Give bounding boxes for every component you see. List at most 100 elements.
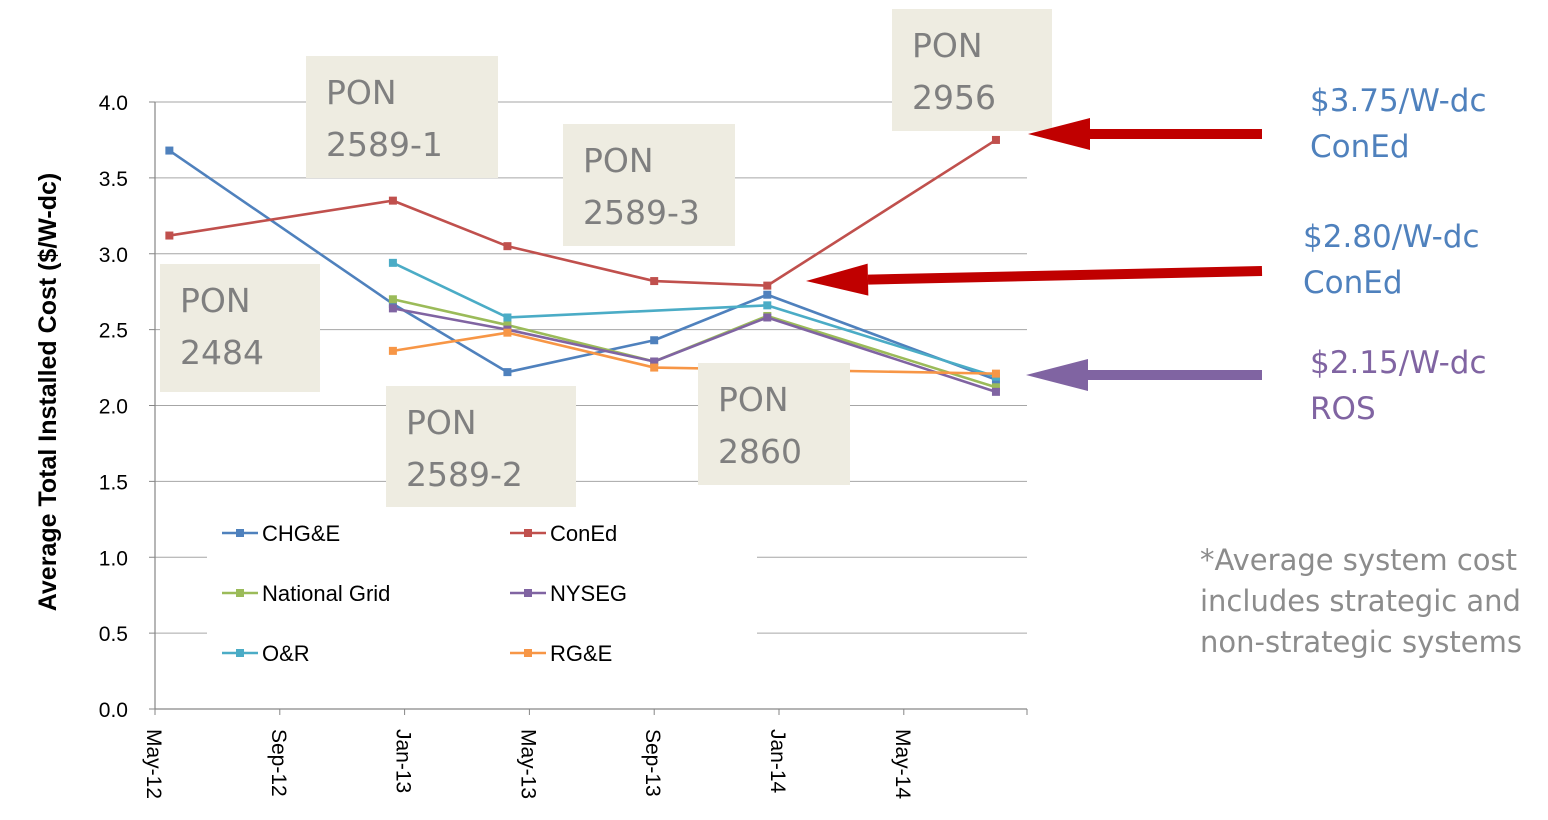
annotation-line-2589-3-1: PON xyxy=(583,141,654,180)
annotation-line-2589-3-2: 2589-3 xyxy=(583,193,700,232)
annotation-box-2860 xyxy=(698,363,850,485)
legend-label-NYSEG: NYSEG xyxy=(550,581,627,606)
point-RG&E-3 xyxy=(650,363,659,372)
annotation-2484: PON 2484 xyxy=(160,264,320,392)
y-tick-label-2.0: 2.0 xyxy=(99,396,128,419)
point-NYSEG-5 xyxy=(991,387,1000,396)
point-O&R-2 xyxy=(503,313,512,322)
legend-marker-RG&E xyxy=(524,649,532,657)
annotation-line-2589-2-1: PON xyxy=(406,403,477,442)
callout-arrows xyxy=(806,118,1263,391)
point-CHG&E-5 xyxy=(763,290,772,299)
legend: CHG&E ConEd National Grid NYSEG O&R RG&E xyxy=(207,507,757,687)
callout-2-price: $2.80/W-dc xyxy=(1303,219,1480,255)
series-line-O&R xyxy=(392,261,997,378)
annotation-box-2589-1 xyxy=(306,56,498,178)
arrow-head-1 xyxy=(1028,118,1090,150)
annotation-box-2589-2 xyxy=(386,386,576,508)
point-National Grid-2 xyxy=(503,321,512,330)
x-tick-labels: May-12 Sep-12 Jan-13 May-13 Sep-13 Jan-14 May-… xyxy=(142,729,914,799)
point-NYSEG-4 xyxy=(763,313,772,322)
point-ConEd-6 xyxy=(991,135,1000,144)
arrow-shaft-2 xyxy=(867,266,1263,285)
legend-background xyxy=(207,507,757,687)
callout-3-price: $2.15/W-dc xyxy=(1310,345,1487,381)
annotation-2860: PON 2860 xyxy=(698,363,850,485)
point-CHG&E-2 xyxy=(388,299,397,308)
annotation-line-2860-1: PON xyxy=(718,380,789,419)
point-ConEd-1 xyxy=(165,231,174,240)
y-tick-label-3.5: 3.5 xyxy=(99,168,128,191)
callout-3: $2.15/W-dc ROS xyxy=(1310,340,1487,432)
footnote-line-2: includes strategic and xyxy=(1200,584,1521,618)
legend-label-National Grid: National Grid xyxy=(262,581,390,606)
point-NYSEG-1 xyxy=(388,304,397,313)
callout-1: $3.75/W-dc ConEd xyxy=(1310,78,1487,170)
pon-annotations: PON 2484 PON 2589-1 PON 2589-2 PON 2589-3 PON 286… xyxy=(160,9,1052,508)
y-tick-label-1.5: 1.5 xyxy=(99,471,128,494)
y-tick-label-3.0: 3.0 xyxy=(99,244,128,267)
y-tick-label-2.5: 2.5 xyxy=(99,320,128,343)
point-ConEd-3 xyxy=(503,242,512,251)
x-tick-label-May-12: May-12 xyxy=(142,729,165,799)
y-tick-label-0.5: 0.5 xyxy=(99,623,128,646)
legend-marker-ConEd xyxy=(524,529,532,537)
annotation-line-2589-1-2: 2589-1 xyxy=(326,125,443,164)
legend-marker-CHG&E xyxy=(236,529,244,537)
callout-1-price: $3.75/W-dc xyxy=(1310,83,1487,119)
annotation-line-2589-1-1: PON xyxy=(326,73,397,112)
y-tick-label-1.0: 1.0 xyxy=(99,547,128,570)
point-ConEd-5 xyxy=(763,281,772,290)
point-ConEd-2 xyxy=(388,196,397,205)
callout-1-utility: ConEd xyxy=(1310,129,1410,165)
legend-label-ConEd: ConEd xyxy=(550,521,617,546)
point-National Grid-1 xyxy=(388,295,397,304)
footnote-line-3: non-strategic systems xyxy=(1200,625,1522,659)
point-NYSEG-3 xyxy=(650,357,659,366)
annotation-line-2956-2: 2956 xyxy=(912,78,996,117)
footnote-line-1: *Average system cost xyxy=(1200,543,1518,577)
arrow-head-3 xyxy=(1026,359,1088,391)
annotation-line-2589-2-2: 2589-2 xyxy=(406,455,523,494)
point-ConEd-4 xyxy=(650,277,659,286)
y-tick-labels: 0.0 0.5 1.0 1.5 2.0 2.5 3.0 3.5 4.0 xyxy=(99,92,128,722)
point-O&R-1 xyxy=(388,258,397,267)
point-CHG&E-4 xyxy=(650,336,659,345)
x-tick-label-Sep-12: Sep-12 xyxy=(267,729,290,797)
legend-label-CHG&E: CHG&E xyxy=(262,521,340,546)
annotation-2589-3: PON 2589-3 xyxy=(563,124,735,246)
y-tick-label-0.0: 0.0 xyxy=(99,699,128,722)
legend-label-RG&E: RG&E xyxy=(550,641,612,666)
footnote: *Average system cost includes strategic … xyxy=(1200,540,1548,663)
callout-2-utility: ConEd xyxy=(1303,265,1403,301)
y-tick-label-4.0: 4.0 xyxy=(99,92,128,115)
point-RG&E-4 xyxy=(991,369,1000,378)
series-line-National Grid xyxy=(392,298,997,389)
annotation-2589-1: PON 2589-1 xyxy=(306,56,498,178)
legend-marker-National Grid xyxy=(236,589,244,597)
callout-2: $2.80/W-dc ConEd xyxy=(1303,214,1480,306)
legend-marker-O&R xyxy=(236,649,244,657)
point-CHG&E-3 xyxy=(503,368,512,377)
annotation-box-2484 xyxy=(160,264,320,392)
y-axis-label: Average Total Installed Cost ($/W-dc) xyxy=(34,173,62,611)
series-line-ConEd xyxy=(169,138,997,287)
point-RG&E-2 xyxy=(503,328,512,337)
x-tick-label-Sep-13: Sep-13 xyxy=(641,729,664,797)
annotation-2589-2: PON 2589-2 xyxy=(386,386,576,508)
annotation-line-2484-2: 2484 xyxy=(180,333,264,372)
legend-label-O&R: O&R xyxy=(262,641,310,666)
x-tick-label-May-14: May-14 xyxy=(891,729,914,799)
arrow-head-2 xyxy=(806,263,869,296)
annotation-line-2484-1: PON xyxy=(180,281,251,320)
point-CHG&E-1 xyxy=(165,146,174,155)
point-RG&E-1 xyxy=(388,346,397,355)
callout-3-utility: ROS xyxy=(1310,391,1376,427)
annotation-line-2860-2: 2860 xyxy=(718,432,802,471)
legend-marker-NYSEG xyxy=(524,589,532,597)
point-O&R-3 xyxy=(763,301,772,310)
annotation-line-2956-1: PON xyxy=(912,26,983,65)
series-line-RG&E xyxy=(392,331,996,375)
x-tick-label-Jan-14: Jan-14 xyxy=(766,729,789,794)
